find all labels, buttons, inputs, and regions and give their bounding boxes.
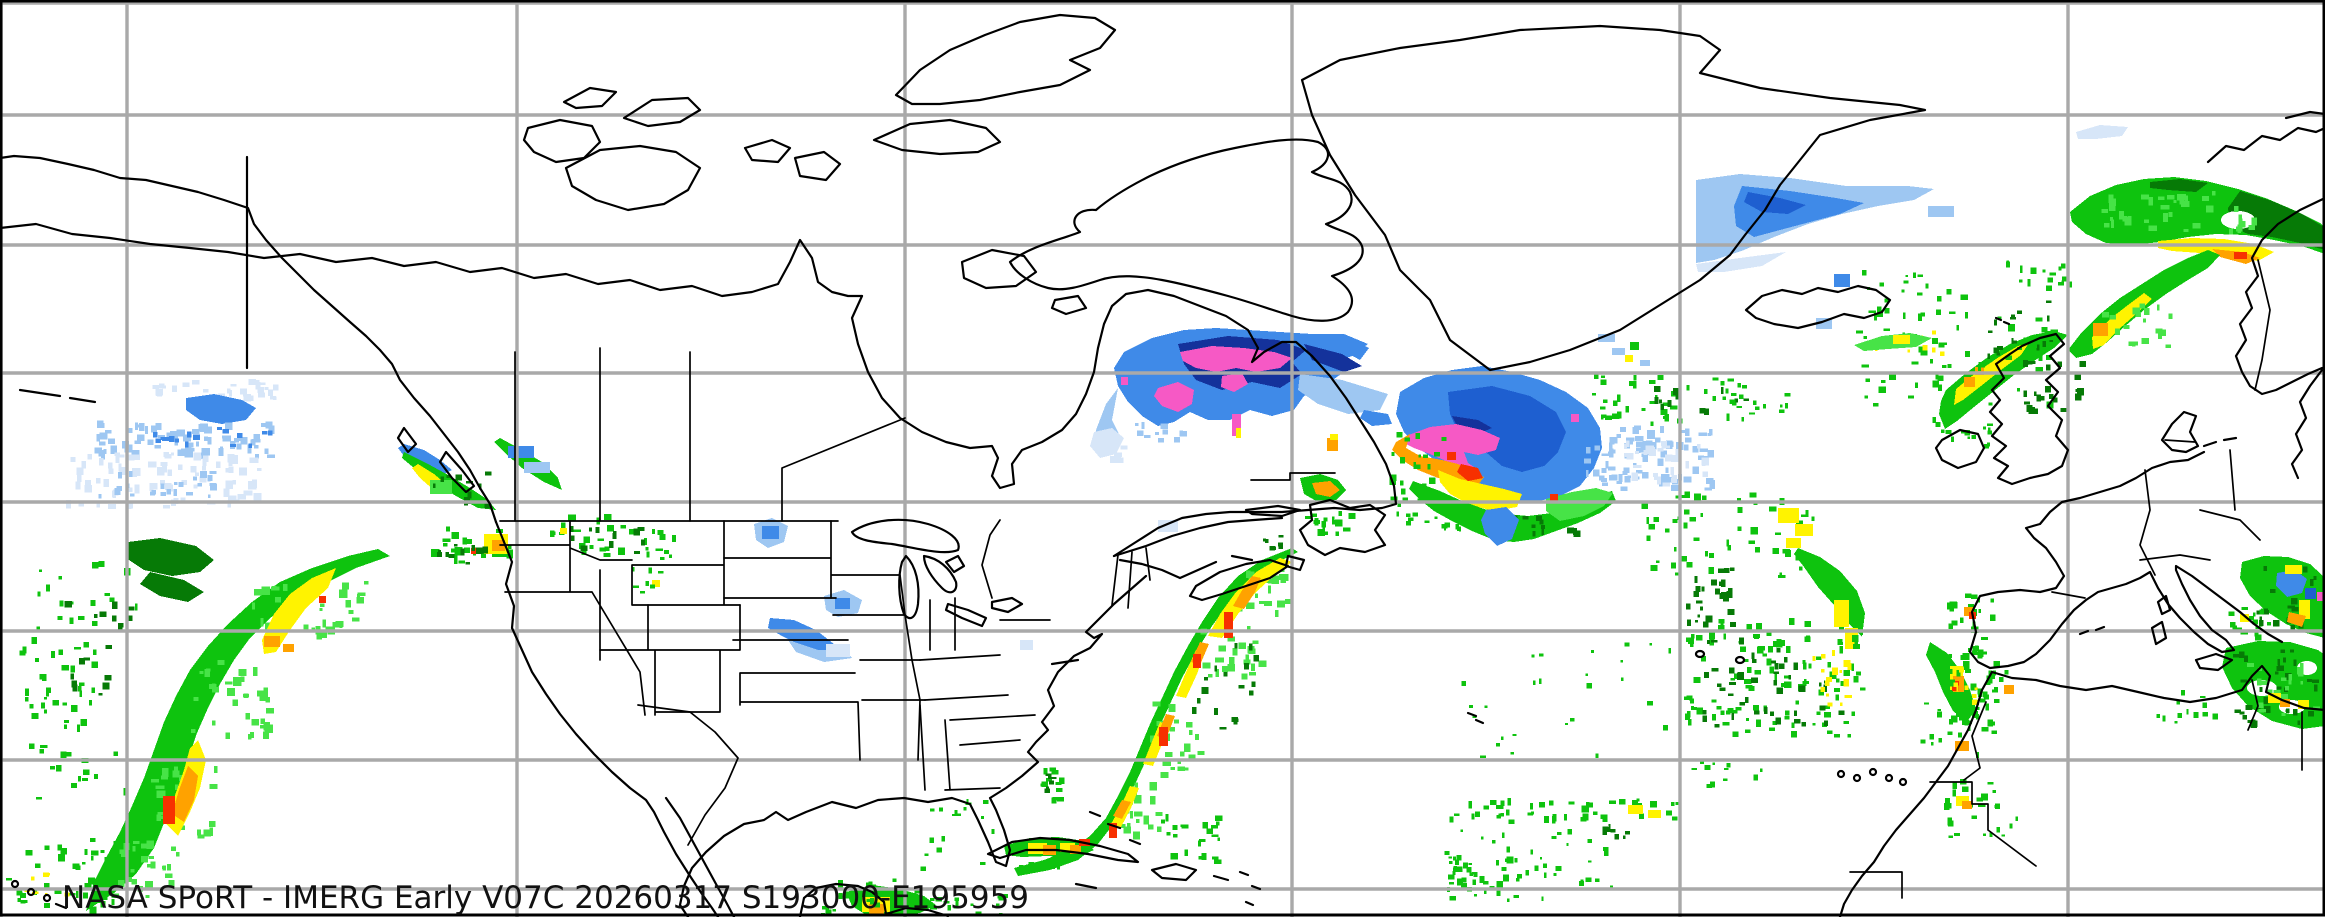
hawaii-area-speckles <box>6 837 118 914</box>
gulf-of-alaska-storm <box>66 379 279 510</box>
northern-rockies-speckles <box>550 514 676 594</box>
canary-islands-cells <box>1944 779 2018 838</box>
product-title: NASA SPoRT - IMERG Early V07C 20260317 S… <box>62 880 1029 916</box>
adriatic-storm <box>2228 556 2325 641</box>
subtropical-speckle-lines <box>1444 759 1763 902</box>
state-borders-layer <box>499 259 2303 899</box>
pacific-frontal-band <box>19 538 390 911</box>
precipitation-layer <box>6 125 2325 917</box>
plains-snow-patches <box>754 518 1033 662</box>
davis-strait-specks <box>1598 334 1650 366</box>
greenland-se-snow <box>1696 125 2128 329</box>
coastline-layer <box>0 13 2325 917</box>
faroe-shetland-speckles <box>1854 288 2058 409</box>
central-atlantic-speckle-field <box>1461 373 1866 759</box>
labrador-sea-storm <box>1389 366 1652 546</box>
newfoundland-gulf-cells <box>1263 434 1421 551</box>
norway-southwest-band <box>2068 250 2220 358</box>
